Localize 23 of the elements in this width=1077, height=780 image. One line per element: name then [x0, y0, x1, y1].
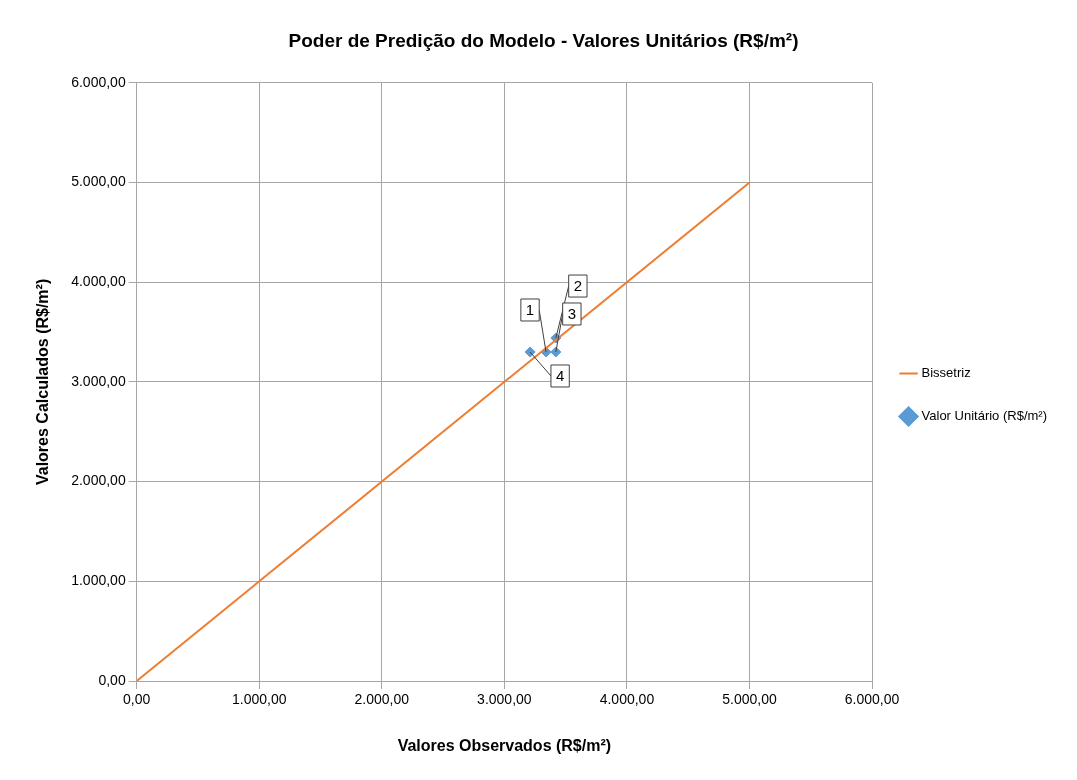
y-tick-label: 2.000,00 — [71, 472, 126, 489]
x-tick-label: 5.000,00 — [722, 691, 777, 708]
legend-label: Bissetriz — [921, 365, 971, 381]
y-tick-label: 6.000,00 — [71, 73, 126, 90]
annotation: 4 — [555, 367, 565, 385]
y-axis-title: Valores Calculados (R$/m²) — [34, 278, 52, 486]
x-tick-label: 2.000,00 — [354, 691, 410, 708]
annotation: 2 — [573, 277, 583, 295]
x-tick-label: 6.000,00 — [844, 691, 900, 708]
y-tick-label: 5.000,00 — [71, 173, 126, 190]
chart-title: Poder de Predição do Modelo - Valores Unitários (R$/m²) — [288, 29, 799, 51]
annotation: 3 — [567, 305, 577, 323]
y-tick-label: 3.000,00 — [71, 372, 126, 389]
x-tick-label: 0,00 — [123, 691, 151, 708]
x-tick-label: 3.000,00 — [477, 691, 532, 708]
x-tick-label: 4.000,00 — [599, 691, 655, 708]
y-tick-label: 0,00 — [98, 671, 126, 688]
legend-label: Valor Unitário (R$/m²) — [921, 408, 1047, 424]
y-tick-label: 1.000,00 — [71, 572, 126, 589]
annotation: 1 — [525, 301, 535, 319]
x-tick-label: 1.000,00 — [232, 691, 287, 708]
y-tick-label: 4.000,00 — [71, 273, 126, 290]
x-axis-title: Valores Observados (R$/m²) — [397, 736, 612, 754]
